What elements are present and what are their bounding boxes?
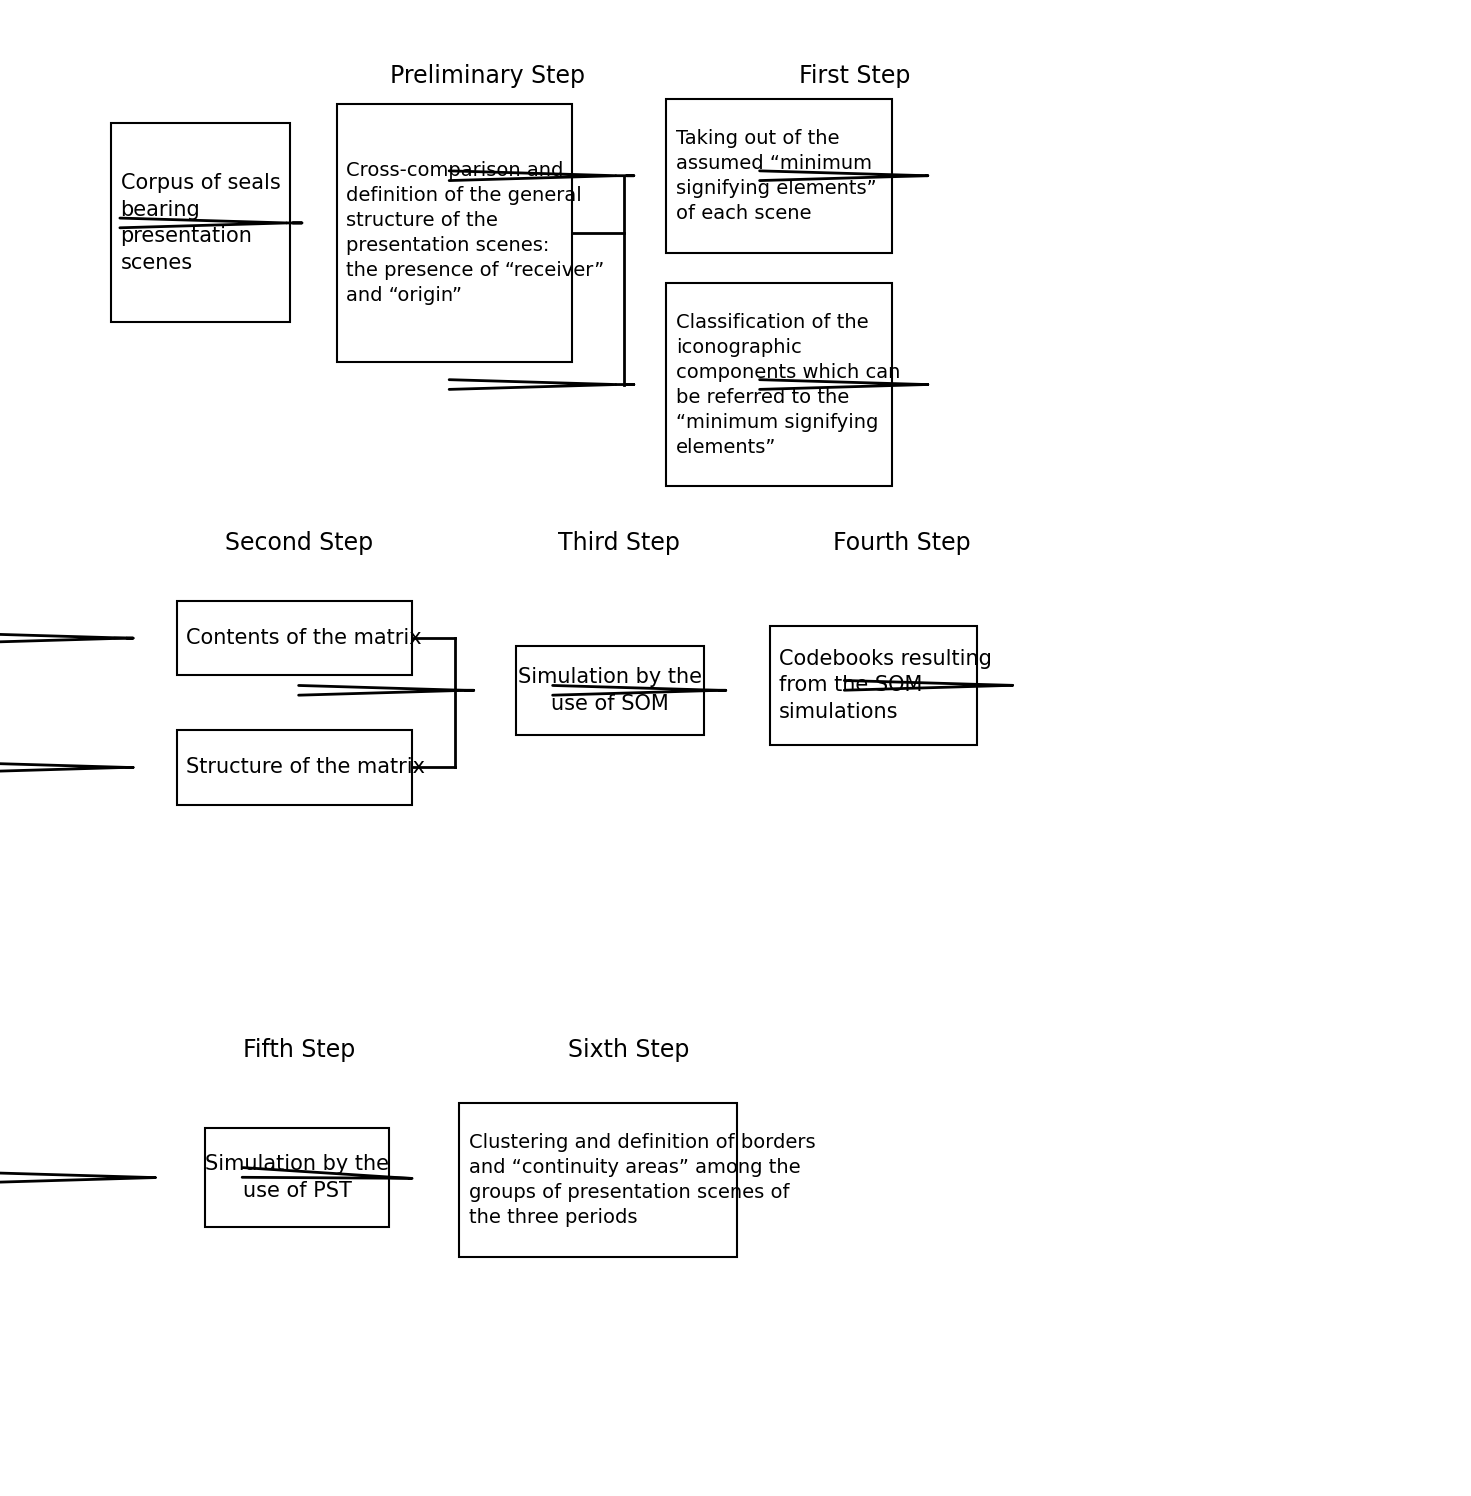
Bar [112, 124, 290, 322]
Bar [177, 730, 412, 805]
Text: Sixth Step: Sixth Step [568, 1038, 690, 1062]
Bar [177, 601, 412, 675]
Text: Codebooks resulting
from the SOM
simulations: Codebooks resulting from the SOM simulat… [780, 649, 991, 721]
Bar [516, 646, 703, 735]
Text: Corpus of seals
bearing
presentation
scenes: Corpus of seals bearing presentation sce… [121, 174, 281, 272]
Bar [459, 1103, 737, 1257]
Text: Contents of the matrix: Contents of the matrix [187, 628, 422, 648]
Text: Clustering and definition of borders
and “continuity areas” among the
groups of : Clustering and definition of borders and… [469, 1132, 815, 1227]
Bar [769, 625, 977, 745]
Text: Fourth Step: Fourth Step [833, 531, 971, 555]
Text: First Step: First Step [799, 64, 911, 88]
Text: Structure of the matrix: Structure of the matrix [187, 757, 425, 778]
Text: Second Step: Second Step [225, 531, 374, 555]
Bar [666, 99, 891, 253]
Text: Preliminary Step: Preliminary Step [390, 64, 585, 88]
Text: Simulation by the
use of SOM: Simulation by the use of SOM [518, 667, 702, 714]
Text: Third Step: Third Step [559, 531, 680, 555]
Text: Taking out of the
assumed “minimum
signifying elements”
of each scene: Taking out of the assumed “minimum signi… [675, 129, 877, 223]
Bar [666, 283, 891, 486]
Text: Classification of the
iconographic
components which can
be referred to the
“mini: Classification of the iconographic compo… [675, 313, 900, 456]
Bar [337, 103, 572, 362]
Bar [206, 1128, 388, 1227]
Text: Simulation by the
use of PST: Simulation by the use of PST [204, 1155, 388, 1201]
Text: Fifth Step: Fifth Step [243, 1038, 356, 1062]
Text: Cross-comparison and
definition of the general
structure of the
presentation sce: Cross-comparison and definition of the g… [346, 162, 605, 305]
